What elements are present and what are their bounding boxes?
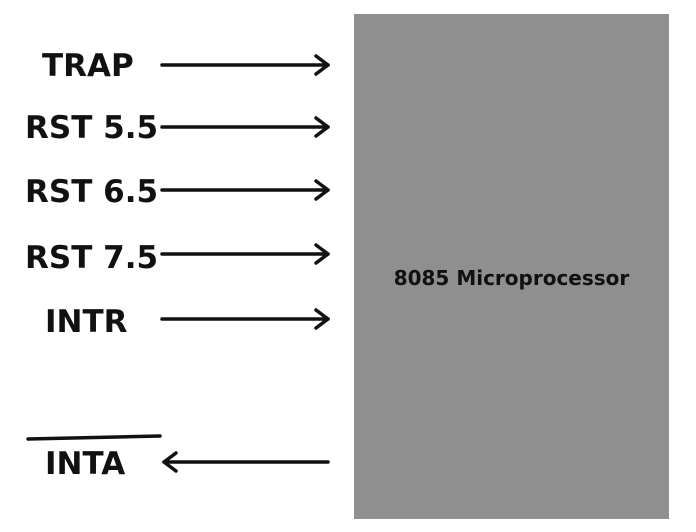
rst65-arrow <box>160 179 330 201</box>
rst65-label: RST 6.5 <box>25 174 159 210</box>
trap-arrow <box>160 54 330 76</box>
microprocessor-label: 8085 Microprocessor <box>393 266 630 290</box>
trap-label: TRAP <box>42 48 134 84</box>
rst75-label: RST 7.5 <box>25 240 159 276</box>
rst55-arrow <box>160 116 330 138</box>
inta-overbar <box>26 434 162 441</box>
rst75-arrow <box>160 243 330 265</box>
inta-label: INTA <box>45 446 126 482</box>
microprocessor-block: 8085 Microprocessor <box>354 14 669 519</box>
intr-label: INTR <box>45 304 128 340</box>
inta-arrow <box>162 451 330 473</box>
intr-arrow <box>160 308 330 330</box>
rst55-label: RST 5.5 <box>25 110 159 146</box>
